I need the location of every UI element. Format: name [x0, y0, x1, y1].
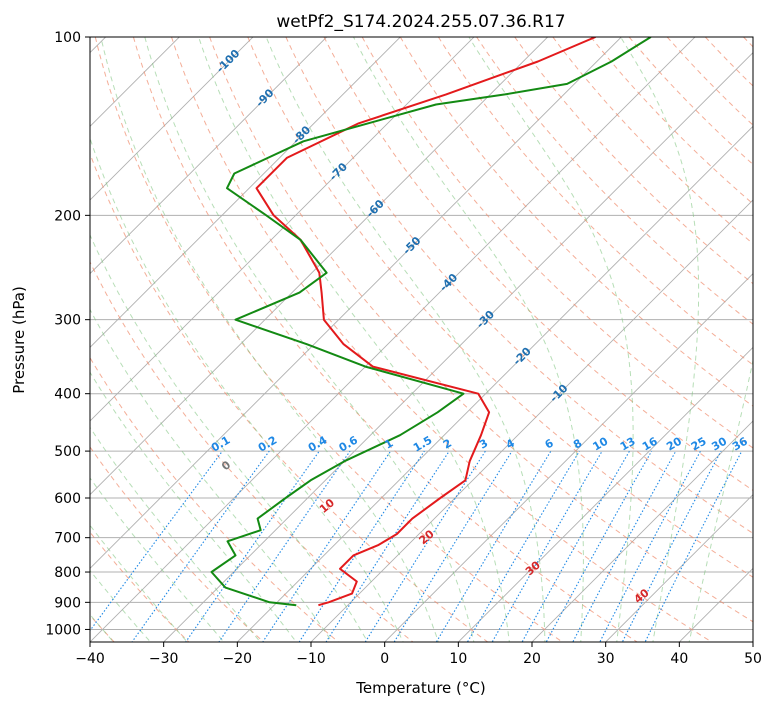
isotherm-label: -90: [253, 86, 276, 109]
isotherm-label: -40: [437, 271, 460, 294]
moist-adiabat-line: [199, 37, 511, 654]
isotherm-line: [78, 10, 722, 654]
y-tick-label: 800: [54, 565, 81, 581]
mixing-ratio-line: [358, 451, 485, 654]
isotherm-line: [741, 10, 775, 654]
dry-adiabat-line: [172, 37, 732, 654]
y-tick-label: 100: [54, 30, 81, 46]
isotherm-line: [4, 10, 648, 654]
y-axis-label: Pressure (hPa): [10, 286, 28, 394]
mixing-ratio-line: [319, 451, 450, 654]
dry-adiabat-line: [19, 37, 428, 654]
y-tick-label: 300: [54, 313, 81, 329]
mixing-ratio-line: [255, 451, 391, 654]
mixing-ratio-label: 3: [477, 437, 490, 452]
isotherm-line: [373, 10, 775, 654]
y-tick-label: 200: [54, 208, 81, 224]
moist-adiabat-line: [32, 37, 374, 654]
isotherm-label: -70: [327, 160, 350, 183]
isotherm-line: [520, 10, 775, 654]
isotherm-line: [0, 10, 354, 654]
chart-title: wetPf2_S174.2024.255.07.36.R17: [276, 12, 565, 32]
moist-adiabat-line: [354, 37, 584, 654]
y-tick-label: 700: [54, 531, 81, 547]
x-tick-label: 40: [670, 651, 688, 667]
y-tick-label: 900: [54, 595, 81, 611]
x-tick-label: −10: [296, 651, 326, 667]
mixing-ratio-line: [387, 451, 512, 654]
dry-adiabat-line: [133, 37, 655, 654]
mixing-ratio-line: [639, 451, 741, 654]
isotherm-line: [0, 10, 280, 654]
dewpoint-profile-line: [212, 37, 651, 605]
dry-adiabat-line: [744, 37, 775, 654]
mixing-ratio-line: [540, 451, 652, 654]
x-tick-label: 50: [744, 651, 762, 667]
dry-adiabat-line: [591, 37, 775, 654]
moist-adiabat-line: [0, 37, 270, 654]
isotherm-label: -50: [400, 234, 423, 257]
x-tick-label: 30: [597, 651, 615, 667]
y-tick-label: 400: [54, 387, 81, 403]
isotherm-line: [667, 10, 775, 654]
mixing-ratio-line: [178, 451, 320, 654]
x-tick-label: 20: [523, 651, 541, 667]
moist-adiabat-line: [0, 37, 198, 654]
mixing-ratio-line: [461, 451, 580, 654]
dry-adiabat-line: [667, 37, 775, 654]
moist-adiabat-line: [687, 37, 775, 654]
dry-adiabat-line: [438, 37, 775, 654]
isotherm-line: [446, 10, 775, 654]
dry-adiabat-line: [362, 37, 775, 654]
isotherm-line: [0, 10, 206, 654]
dry-adiabat-line: [400, 37, 775, 654]
isotherm-line: [299, 10, 775, 654]
dry-adiabat-line: [0, 37, 277, 654]
moist-adiabat-line: [64, 37, 408, 654]
dry-adiabat-line: [95, 37, 579, 654]
moist-adiabat-line: [469, 37, 633, 654]
y-tick-label: 500: [54, 444, 81, 460]
dry-adiabat-line: [248, 37, 775, 654]
x-tick-label: −30: [149, 651, 179, 667]
y-tick-label: 600: [54, 491, 81, 507]
mixing-ratio-line: [430, 451, 551, 654]
moist-adiabat-line: [0, 37, 305, 654]
moist-adiabat-line: [4, 37, 339, 654]
dry-adiabat-line: [210, 37, 775, 654]
isotherm-line: [0, 10, 59, 654]
x-axis-label: Temperature (°C): [355, 679, 485, 697]
plot-frame: [90, 37, 753, 642]
x-tick-label: 0: [380, 651, 389, 667]
mixing-ratio-label: 4: [504, 436, 517, 451]
x-tick-label: 10: [449, 651, 467, 667]
mixing-ratio-label: 6: [543, 436, 556, 451]
isotherm-label: -10: [547, 381, 570, 404]
temperature-profile-line: [257, 37, 596, 605]
moist-adiabat-line: [0, 37, 234, 654]
isotherm-label: -20: [511, 345, 534, 368]
mixing-ratio-line: [73, 451, 222, 654]
y-tick-label: 1000: [45, 622, 81, 638]
mixing-ratio-label: 2: [441, 437, 454, 452]
dry-adiabat-line: [515, 37, 775, 654]
isotherm-label: -80: [290, 123, 313, 146]
dry-adiabat-label: 40: [632, 586, 652, 606]
isotherm-line: [0, 10, 427, 654]
dry-adiabat-label: 30: [523, 558, 543, 578]
dry-adiabat-label: 20: [417, 527, 437, 547]
isotherm-label: -100: [214, 47, 243, 76]
isotherm-line: [152, 10, 775, 654]
dry-adiabat-line: [553, 37, 775, 654]
dry-adiabat-line: [57, 37, 504, 654]
x-tick-label: −40: [75, 651, 105, 667]
x-tick-label: −20: [223, 651, 253, 667]
